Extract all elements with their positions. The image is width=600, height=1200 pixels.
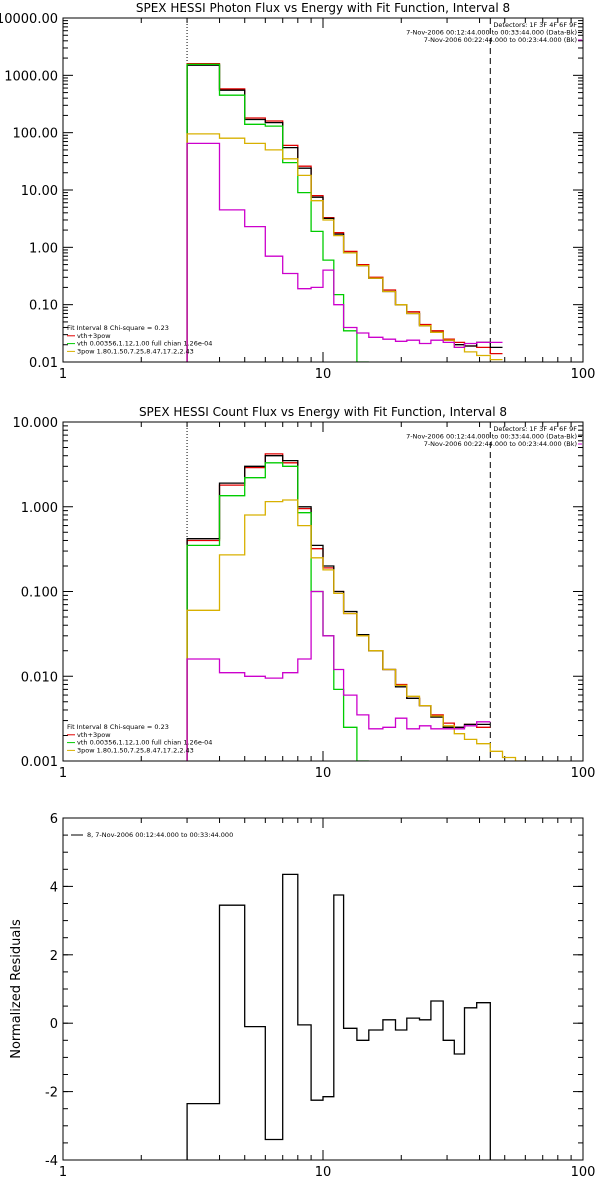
series-group [186, 453, 528, 761]
series-group [186, 873, 491, 1160]
y-tick-label: 0 [50, 1017, 58, 1032]
legend-text: vth+3pow [77, 731, 111, 739]
y-axis-label: Normalized Residuals [9, 919, 24, 1059]
plot-frame [62, 421, 584, 762]
y-tick-label: -4 [45, 1154, 58, 1169]
legend-text: 8, 7-Nov-2006 00:12:44.000 to 00:33:44.0… [87, 831, 233, 839]
y-tick-label: 100.00 [13, 127, 59, 142]
x-tick-label: 100 [571, 766, 596, 781]
y-tick-label: 2 [50, 949, 58, 964]
legend-text: Fit Interval 8 Chi-square = 0.23 [67, 324, 169, 332]
series-red-histogram [186, 453, 491, 761]
y-tick-label: 0.10 [29, 299, 58, 314]
x-tick-label: 100 [571, 1165, 596, 1180]
x-tick-label: 10 [315, 766, 332, 781]
y-tick-label: 1.000 [21, 501, 58, 516]
header-text: 7-Nov-2006 00:12:44.000 to 00:33:44.000 … [406, 29, 577, 37]
series-magenta-histogram [186, 590, 491, 761]
series-red-histogram [186, 62, 503, 362]
y-tick-label: 1000.00 [4, 69, 58, 84]
legend-text: Fit Interval 8 Chi-square = 0.23 [67, 723, 169, 731]
y-tick-label: 0.100 [21, 586, 58, 601]
header-text: 7-Nov-2006 00:22:44.000 to 00:23:44.000 … [424, 440, 577, 448]
y-tick-label: 10.000 [13, 416, 59, 431]
x-tick-label: 1 [59, 1165, 67, 1180]
y-tick-label: 1.00 [29, 241, 58, 256]
series-black-histogram [186, 455, 491, 761]
chart-panel-2: SPEX HESSI Count Flux vs Energy with Fit… [13, 405, 596, 781]
legend-text: vth 0.00356,1.12,1.00 full chian 1.26e-0… [77, 340, 212, 348]
y-tick-label: 6 [50, 812, 58, 827]
y-tick-label: 0.010 [21, 670, 58, 685]
series-green-histogram [186, 462, 369, 761]
chart-title: SPEX HESSI Photon Flux vs Energy with Fi… [136, 1, 510, 15]
legend-text: 3pow 1.80,1.50,7.25,8.47,17.2,2.43 [77, 746, 194, 754]
legend-text: vth 0.00356,1.12,1.00 full chian 1.26e-0… [77, 739, 212, 747]
y-tick-label: 0.01 [29, 356, 58, 371]
x-tick-label: 10 [315, 367, 332, 382]
series-black-histogram [186, 873, 491, 1160]
legend-text: vth+3pow [77, 332, 111, 340]
chart-panel-1: SPEX HESSI Photon Flux vs Energy with Fi… [0, 1, 595, 382]
series-group [186, 62, 503, 362]
plot-frame [62, 17, 584, 363]
series-magenta-histogram [186, 142, 503, 362]
header-text: Detectors: 1F 3F 4F 6F 9F [493, 425, 577, 433]
y-tick-label: 10.00 [21, 184, 58, 199]
header-text: 7-Nov-2006 00:12:44.000 to 00:33:44.000 … [406, 433, 577, 441]
x-tick-label: 1 [59, 766, 67, 781]
series-yellow-histogram [186, 499, 528, 761]
series-green-histogram [186, 63, 369, 362]
chart-title: SPEX HESSI Count Flux vs Energy with Fit… [139, 405, 507, 419]
chart-panel-3: 1 10 100 -4 -2 0 2 4 6 Normalized Residuals 8, 7-N… [9, 812, 595, 1180]
header-text: 7-Nov-2006 00:22:44.000 to 00:23:44.000 … [424, 36, 577, 44]
legend-text: 3pow 1.80,1.50,7.25,8.47,17.2,2.43 [77, 347, 194, 355]
x-tick-label: 1 [59, 367, 67, 382]
x-tick-label: 100 [571, 367, 596, 382]
plot-frame [62, 817, 584, 1161]
x-tick-label: 10 [315, 1165, 332, 1180]
header-text: Detectors: 1F 3F 4F 6F 9F [493, 21, 577, 29]
series-yellow-histogram [186, 133, 503, 362]
y-tick-label: -2 [45, 1086, 58, 1101]
series-black-histogram [186, 64, 503, 362]
y-tick-label: 10000.00 [0, 12, 58, 27]
y-tick-label: 4 [50, 880, 58, 895]
y-tick-label: 0.001 [21, 755, 58, 770]
